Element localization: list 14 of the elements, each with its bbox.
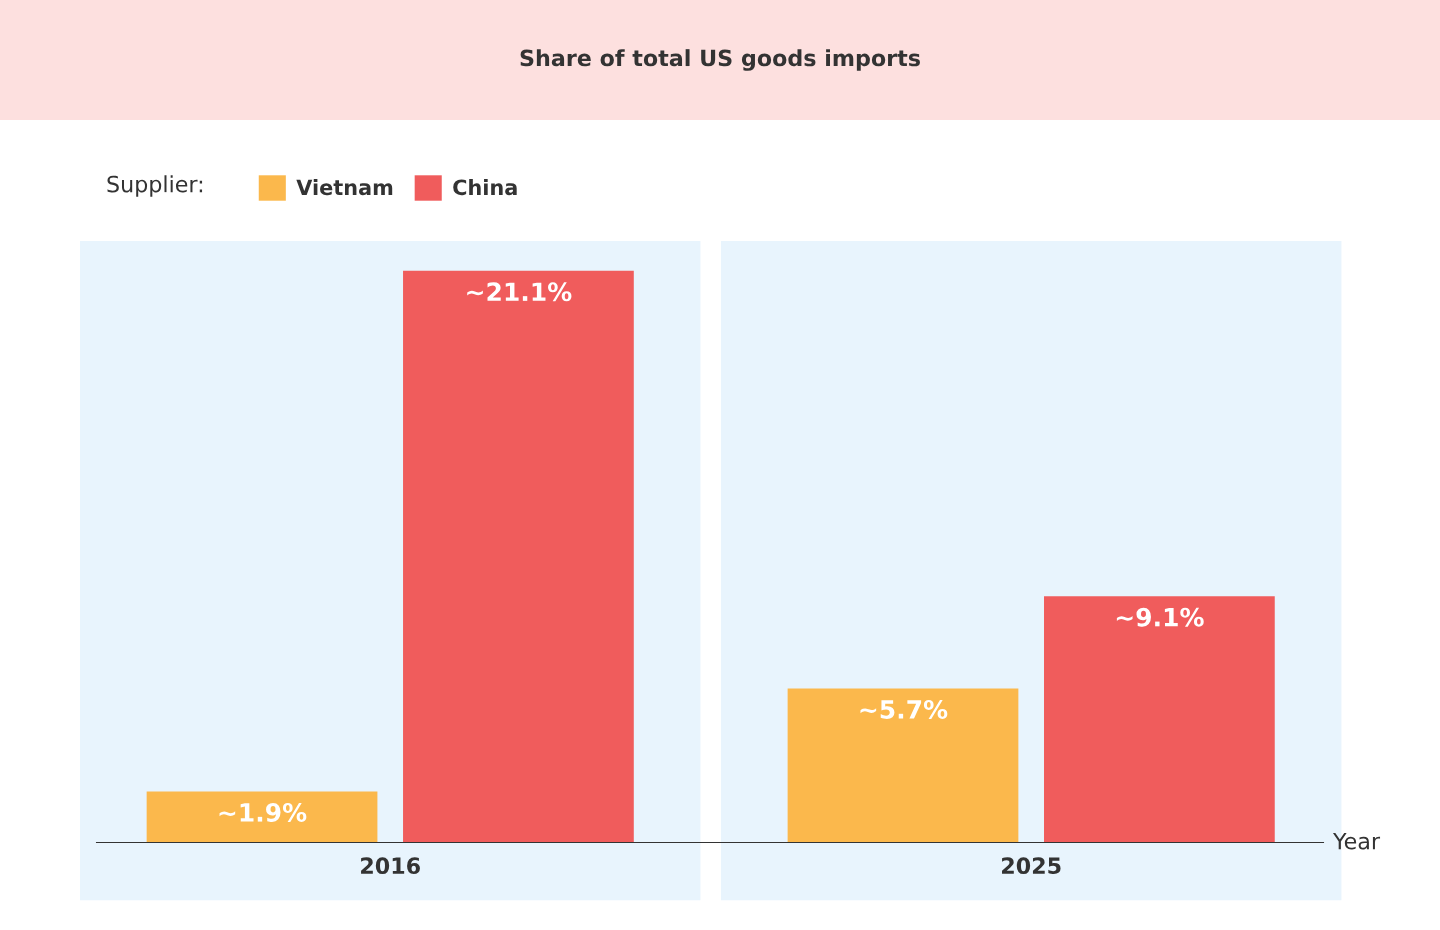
x-tick-label: 2025 [1002,857,1061,875]
data-label: ~21.1% [467,282,572,302]
bar [787,688,1019,843]
x-tick-label: 2016 [361,857,420,875]
data-label: ~1.9% [219,803,307,822]
data-label: ~9.1% [1116,607,1204,627]
bar [146,791,378,843]
data-label: ~5.7% [860,699,948,719]
legend-label: Vietnam [296,179,393,196]
bar [1044,596,1275,843]
chart-title: Share of total US goods imports [520,49,920,71]
legend-title: Supplier: [107,175,203,197]
legend-label: China [453,179,517,196]
x-axis-title: Year [1332,832,1381,850]
